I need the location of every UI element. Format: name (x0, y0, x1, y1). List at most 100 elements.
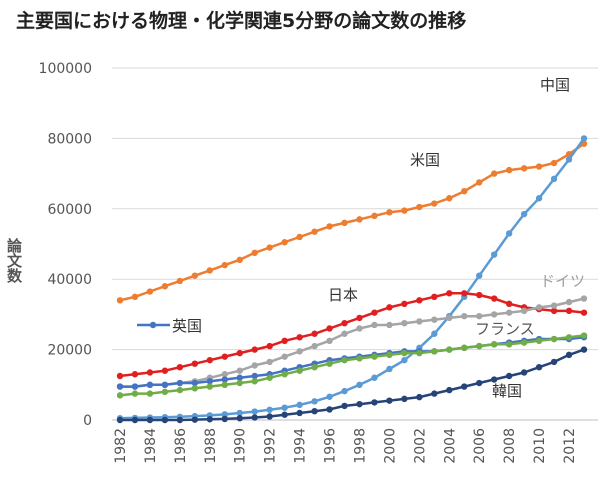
data-point (550, 159, 558, 167)
data-point (221, 381, 228, 388)
data-point (296, 233, 303, 241)
data-point (116, 416, 124, 424)
data-point (266, 244, 273, 251)
data-point (281, 337, 288, 344)
data-point (476, 312, 483, 320)
series-2 (116, 135, 588, 422)
data-point (266, 342, 273, 350)
x-tick-label: 1988 (203, 428, 219, 464)
data-point (266, 413, 273, 420)
x-tick-label: 2000 (382, 428, 398, 464)
data-point (416, 393, 423, 401)
data-point (550, 358, 558, 366)
series-label: ドイツ (540, 272, 585, 290)
data-point (176, 386, 184, 394)
data-point (401, 207, 408, 214)
data-point (266, 358, 273, 366)
data-point (146, 288, 154, 295)
series-7 (116, 346, 588, 424)
data-point (191, 360, 199, 367)
data-point (490, 170, 498, 177)
data-point (386, 209, 393, 216)
data-point (565, 351, 573, 359)
data-point (236, 349, 243, 357)
data-point (311, 228, 318, 235)
x-tick-label: 1984 (143, 428, 159, 464)
data-point (580, 295, 588, 302)
data-point (356, 355, 363, 362)
data-point (371, 399, 378, 406)
data-point (266, 406, 273, 413)
data-point (341, 219, 348, 227)
data-point (176, 277, 184, 285)
series (116, 135, 588, 424)
data-point (550, 302, 558, 309)
data-point (341, 320, 348, 327)
series-label: 日本 (328, 286, 358, 304)
data-point (565, 298, 573, 306)
data-point (386, 321, 393, 329)
series-6 (116, 332, 588, 399)
data-point (535, 195, 543, 202)
data-point (431, 293, 438, 300)
data-point (206, 416, 214, 423)
data-point (535, 304, 543, 311)
data-point (535, 163, 543, 170)
data-point (520, 369, 528, 376)
axes: 0 20000 40000 60000 80000 100000 1982 1984 1986 1… (39, 61, 578, 464)
data-point (116, 297, 124, 304)
data-point (371, 353, 378, 360)
data-point (505, 300, 513, 308)
data-point (206, 267, 214, 274)
data-point (550, 307, 558, 315)
data-point (580, 309, 588, 316)
data-point (161, 283, 169, 290)
data-point (371, 321, 378, 329)
x-tick-label: 1992 (263, 428, 279, 464)
data-point (131, 390, 139, 397)
series-4 (116, 295, 588, 390)
data-point (416, 297, 423, 304)
data-point (236, 415, 243, 422)
data-point (356, 325, 363, 332)
data-point (431, 330, 438, 337)
data-point (490, 251, 498, 258)
series-label: 中国 (540, 76, 570, 94)
data-point (461, 290, 468, 297)
data-point (206, 378, 214, 385)
data-point (341, 356, 348, 364)
data-point (146, 416, 154, 424)
data-point (296, 348, 303, 355)
data-point (251, 378, 258, 385)
data-point (296, 367, 303, 374)
data-point (281, 353, 288, 360)
data-point (476, 179, 483, 186)
data-point (161, 416, 169, 424)
data-point (146, 381, 154, 388)
data-point (341, 387, 348, 395)
data-point (236, 409, 243, 417)
data-point (251, 346, 258, 353)
data-point (580, 332, 588, 339)
data-point (221, 353, 228, 360)
x-tick-label: 2012 (562, 428, 578, 464)
data-point (416, 349, 423, 357)
data-point (565, 156, 573, 163)
y-tick-label: 0 (83, 413, 92, 429)
data-point (251, 362, 258, 369)
data-point (505, 372, 513, 380)
data-point (371, 309, 378, 316)
data-point (341, 402, 348, 410)
data-point (416, 318, 423, 325)
y-axis-label: 論文数 (5, 237, 23, 284)
data-point (311, 330, 318, 337)
data-point (281, 404, 288, 411)
data-point (520, 307, 528, 315)
data-point (520, 210, 528, 218)
data-point (431, 390, 438, 397)
data-point (371, 374, 378, 381)
data-point (401, 356, 408, 364)
series-label: フランス (475, 320, 535, 338)
data-point (251, 408, 258, 415)
